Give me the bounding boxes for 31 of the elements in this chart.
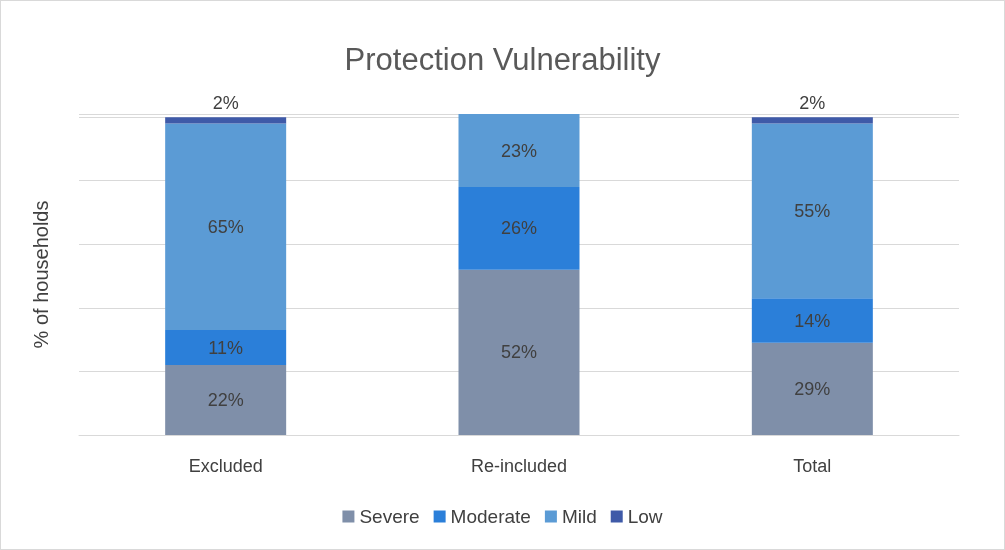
data-label: 14% <box>794 310 831 331</box>
data-label: 52% <box>500 342 538 363</box>
data-label: 65% <box>207 216 244 237</box>
data-label: 23% <box>500 140 538 161</box>
data-label: 2% <box>799 93 826 114</box>
legend-label: Mild <box>561 506 597 527</box>
bar <box>458 114 580 188</box>
bar <box>458 269 580 435</box>
x-tick-label: Total <box>793 456 832 476</box>
bar <box>751 342 873 435</box>
chart-title: Protection Vulnerability <box>344 42 661 77</box>
data-label: 2% <box>212 93 239 114</box>
data-label: 55% <box>794 200 831 221</box>
data-label: 11% <box>208 337 244 358</box>
bar <box>165 330 287 366</box>
y-axis-title: % of households <box>30 200 52 349</box>
legend-label: Low <box>627 506 663 527</box>
bar <box>165 365 287 435</box>
legend-label: Severe <box>359 506 420 527</box>
bar <box>165 123 287 331</box>
bar <box>751 117 873 124</box>
bar <box>751 298 873 343</box>
bar <box>751 123 873 299</box>
data-label: 22% <box>207 390 244 411</box>
bar <box>458 187 580 270</box>
bar <box>165 117 287 124</box>
x-tick-label: Re-included <box>470 456 568 476</box>
data-label: 29% <box>794 378 831 399</box>
data-label: 26% <box>500 218 538 239</box>
x-tick-label: Excluded <box>188 456 263 476</box>
legend-label: Moderate <box>450 506 531 527</box>
